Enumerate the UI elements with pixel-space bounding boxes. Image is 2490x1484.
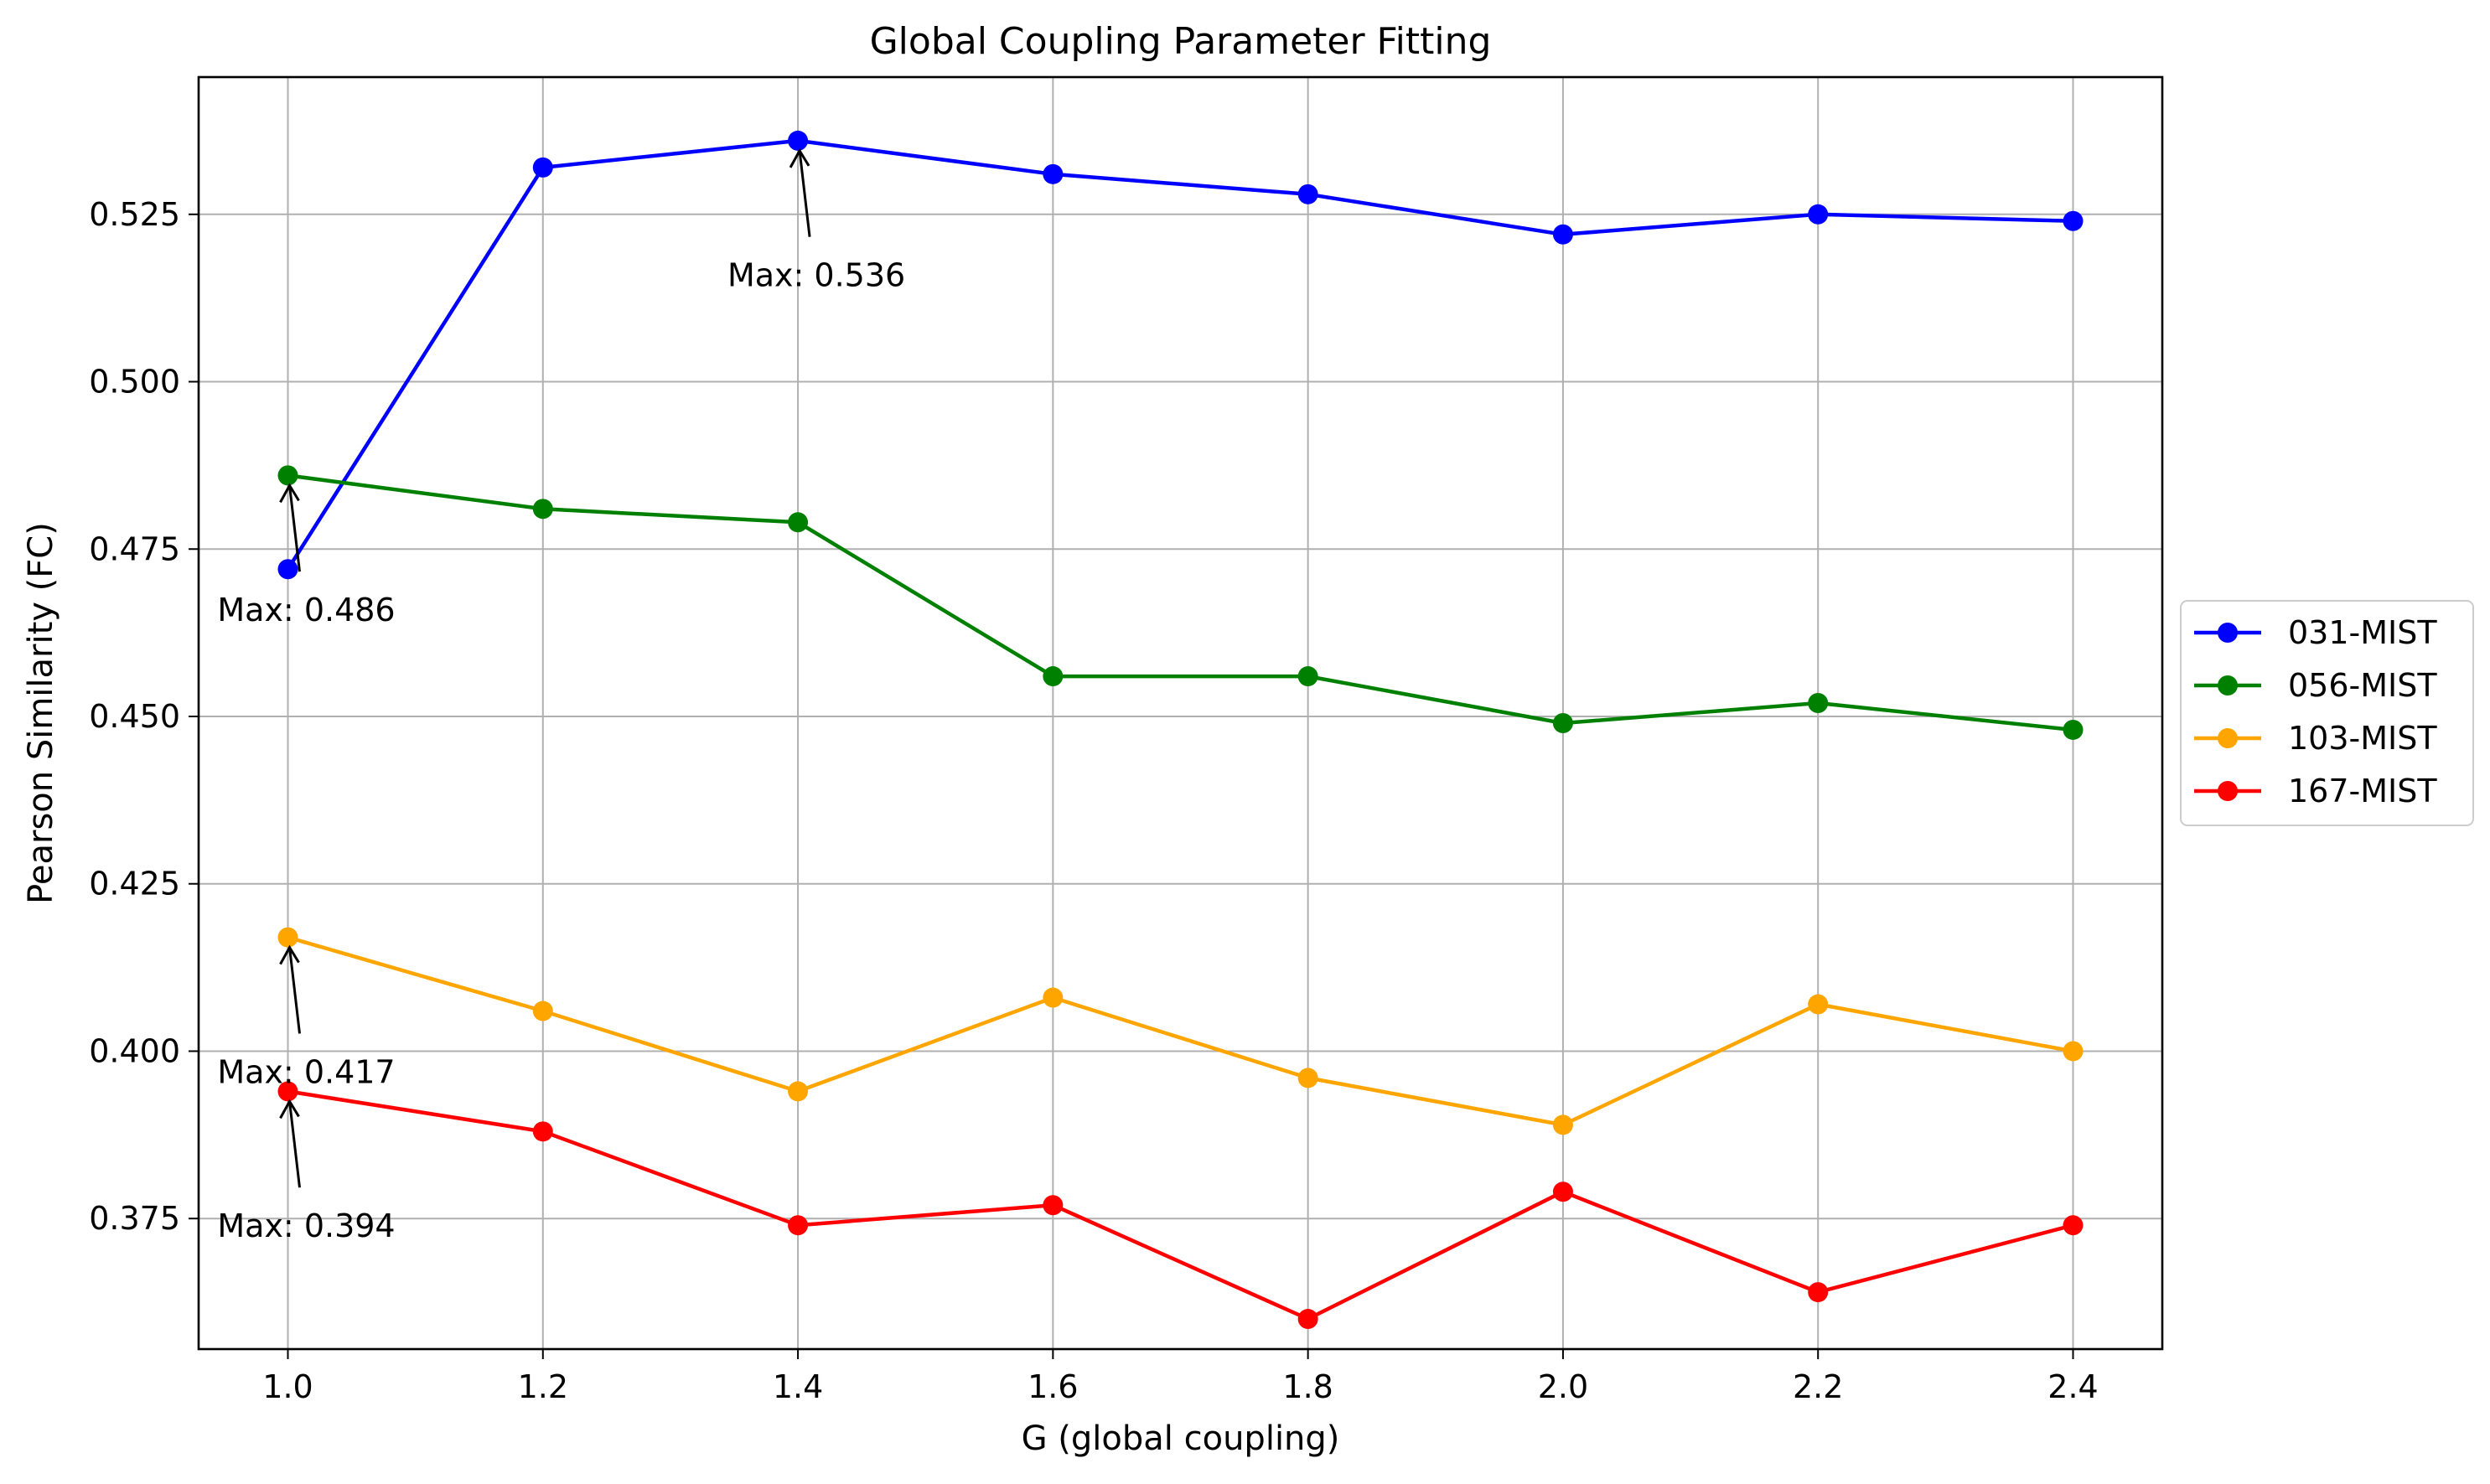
y-tick-label: 0.375 bbox=[89, 1200, 180, 1237]
series-103-MIST bbox=[277, 927, 2084, 1135]
y-tick-label: 0.500 bbox=[89, 364, 180, 401]
y-axis-label: Pearson Similarity (FC) bbox=[22, 522, 60, 904]
legend-item: 103-MIST bbox=[2194, 720, 2437, 757]
chart-title: Global Coupling Parameter Fitting bbox=[870, 20, 1492, 63]
y-tick-label: 0.400 bbox=[89, 1032, 180, 1069]
annotation: Max: 0.417 bbox=[217, 944, 396, 1090]
legend-label: 031-MIST bbox=[2288, 614, 2437, 651]
series-056-MIST bbox=[277, 465, 2084, 740]
data-point bbox=[2063, 210, 2084, 231]
annotations: Max: 0.536 Max: 0.486 Max: 0.417 Max: 0.394 bbox=[217, 147, 905, 1244]
data-point bbox=[1552, 224, 1573, 245]
data-point bbox=[1043, 1195, 1064, 1216]
annotation-arrowhead bbox=[279, 1099, 300, 1119]
legend-marker bbox=[2218, 781, 2238, 801]
data-point bbox=[1808, 994, 1829, 1015]
x-tick-label: 1.8 bbox=[1282, 1368, 1333, 1405]
legend-item: 167-MIST bbox=[2194, 773, 2437, 809]
x-tick-label: 2.4 bbox=[2047, 1368, 2098, 1405]
series-line bbox=[287, 473, 2073, 732]
annotation-label: Max: 0.394 bbox=[217, 1207, 395, 1244]
data-point bbox=[1297, 1068, 1318, 1088]
x-tick-label: 1.2 bbox=[518, 1368, 568, 1405]
data-point bbox=[1297, 666, 1318, 687]
series-lines bbox=[277, 130, 2084, 1330]
annotation: Max: 0.536 bbox=[727, 147, 905, 294]
x-axis-label: G (global coupling) bbox=[1022, 1419, 1340, 1458]
annotation: Max: 0.486 bbox=[217, 483, 396, 628]
x-tick-label: 1.4 bbox=[773, 1368, 823, 1405]
data-point bbox=[1297, 1309, 1318, 1330]
data-point bbox=[532, 1001, 553, 1021]
legend-label: 056-MIST bbox=[2288, 667, 2437, 704]
data-point bbox=[1043, 987, 1064, 1008]
y-tick-label: 0.450 bbox=[89, 698, 180, 735]
plot-frame bbox=[197, 75, 2164, 1351]
data-point bbox=[277, 1081, 298, 1102]
data-point bbox=[2063, 1215, 2084, 1236]
legend-marker bbox=[2218, 623, 2238, 643]
y-tick-label: 0.525 bbox=[89, 196, 180, 233]
data-point bbox=[532, 1121, 553, 1142]
x-tick-label: 1.0 bbox=[262, 1368, 313, 1405]
legend-label: 167-MIST bbox=[2288, 773, 2437, 809]
data-point bbox=[788, 1081, 809, 1102]
legend-frame bbox=[2180, 600, 2474, 826]
legend-item: 031-MIST bbox=[2194, 614, 2437, 651]
data-point bbox=[1808, 1282, 1829, 1303]
data-point bbox=[277, 559, 298, 580]
series-line bbox=[287, 1089, 2074, 1321]
x-tick-label: 2.2 bbox=[1793, 1368, 1843, 1405]
data-point bbox=[1552, 1114, 1573, 1135]
data-point bbox=[532, 499, 553, 520]
annotation-arrow bbox=[798, 150, 811, 237]
data-point bbox=[277, 465, 298, 486]
annotation-arrowhead bbox=[279, 944, 300, 965]
grid bbox=[199, 77, 2162, 1349]
annotation: Max: 0.394 bbox=[217, 1099, 396, 1244]
data-point bbox=[1043, 163, 1064, 184]
annotation-arrowhead bbox=[279, 483, 300, 504]
legend: 031-MIST 056-MIST 103-MIST 167-MIST bbox=[2180, 600, 2474, 826]
annotation-label: Max: 0.486 bbox=[217, 592, 395, 628]
annotation-label: Max: 0.417 bbox=[217, 1053, 395, 1090]
data-point bbox=[1808, 693, 1829, 714]
annotation-arrow bbox=[288, 947, 301, 1034]
legend-label: 103-MIST bbox=[2288, 720, 2437, 757]
data-point bbox=[788, 130, 809, 151]
series-167-MIST bbox=[277, 1081, 2084, 1330]
legend-item: 056-MIST bbox=[2194, 667, 2437, 704]
legend-marker bbox=[2218, 675, 2238, 695]
data-point bbox=[788, 1215, 809, 1236]
data-point bbox=[277, 927, 298, 948]
axis-ticks: 1.0 1.2 1.4 1.6 1.8 2.0 2.2 2.4 0.375 0.400 0.425 0… bbox=[89, 196, 2099, 1405]
data-point bbox=[788, 512, 809, 533]
series-line bbox=[286, 138, 2073, 571]
data-point bbox=[532, 157, 553, 178]
data-point bbox=[2063, 719, 2084, 740]
x-tick-label: 1.6 bbox=[1028, 1368, 1078, 1405]
annotation-label: Max: 0.536 bbox=[727, 257, 905, 294]
data-point bbox=[1552, 712, 1573, 733]
series-line bbox=[287, 935, 2073, 1127]
annotation-arrow bbox=[288, 1101, 301, 1188]
data-point bbox=[2063, 1041, 2084, 1062]
data-point bbox=[1808, 204, 1829, 225]
legend-marker bbox=[2218, 728, 2238, 748]
data-point bbox=[1043, 666, 1064, 687]
y-tick-label: 0.425 bbox=[89, 866, 180, 902]
annotation-arrowhead bbox=[789, 147, 810, 168]
data-point bbox=[1297, 184, 1318, 204]
annotation-arrow bbox=[288, 485, 301, 572]
series-031-MIST bbox=[277, 130, 2084, 580]
data-point bbox=[1552, 1182, 1573, 1202]
y-tick-label: 0.475 bbox=[89, 530, 180, 567]
x-tick-label: 2.0 bbox=[1538, 1368, 1588, 1405]
